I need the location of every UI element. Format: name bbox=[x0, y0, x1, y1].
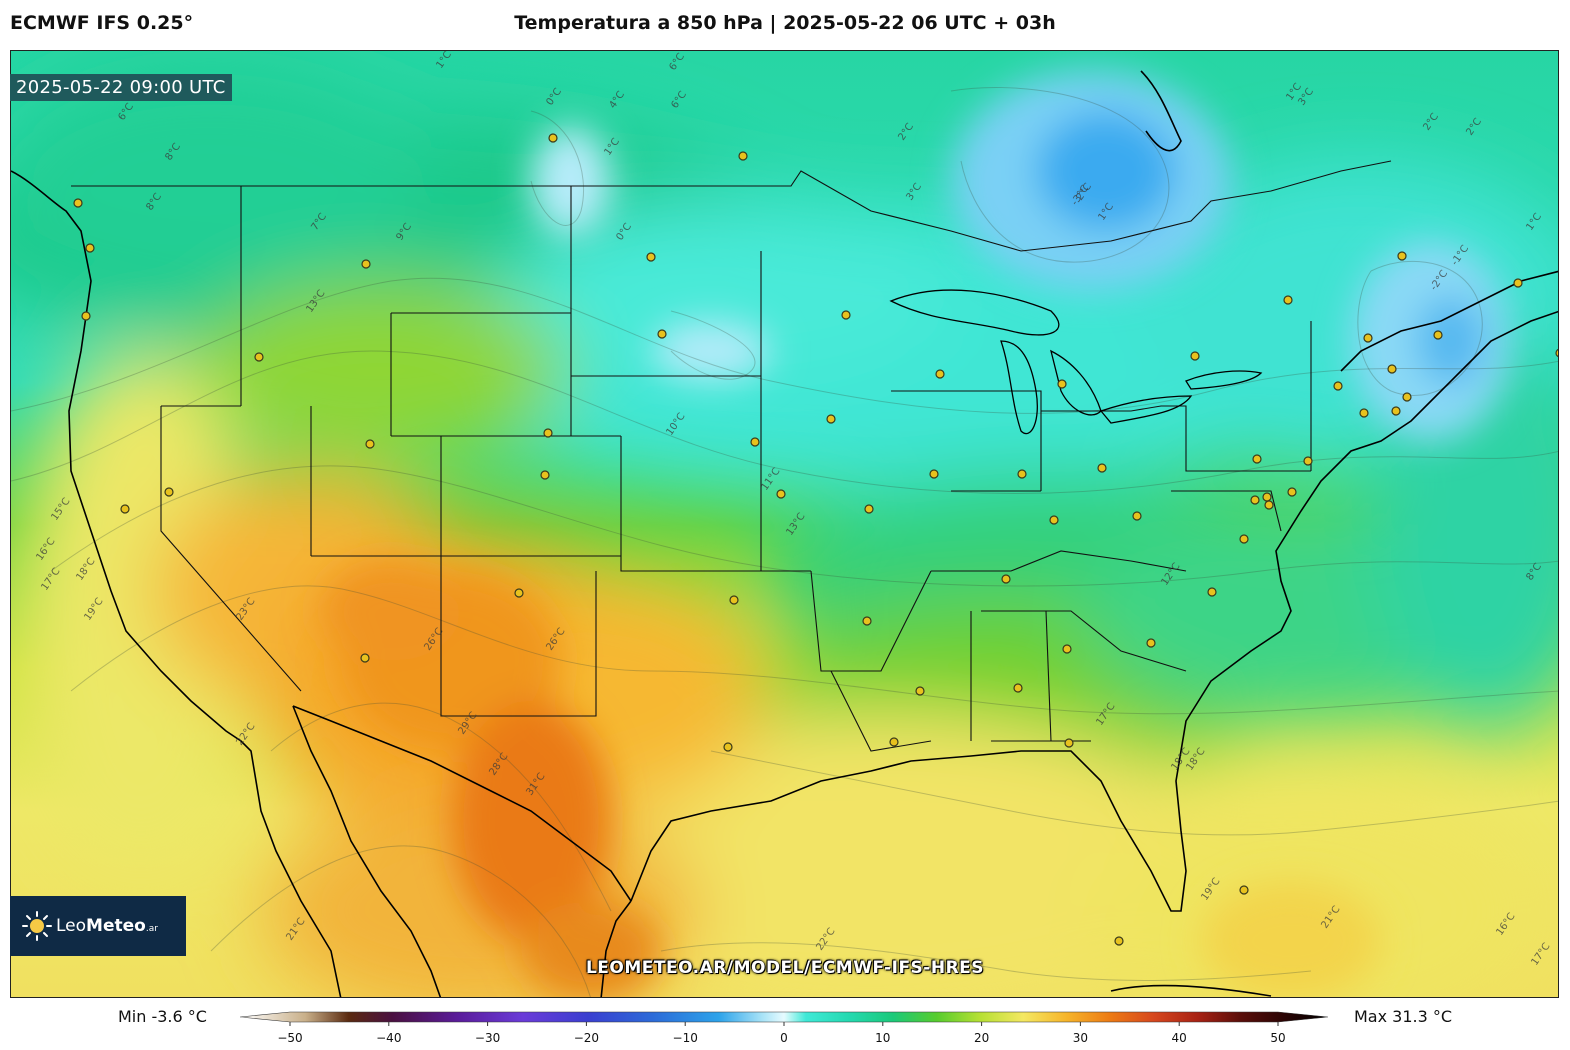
colorbar-tick-label: 20 bbox=[974, 1031, 989, 1045]
logo-wordmark: LeoMeteo.ar bbox=[56, 916, 158, 936]
leometeo-logo[interactable]: LeoMeteo.ar bbox=[10, 896, 186, 956]
city-marker[interactable] bbox=[738, 151, 748, 161]
borders bbox=[71, 160, 1392, 752]
colorbar-tick-label: 30 bbox=[1073, 1031, 1088, 1045]
city-marker[interactable] bbox=[1555, 348, 1559, 358]
colorbar-tick-label: 10 bbox=[875, 1031, 890, 1045]
city-marker[interactable] bbox=[1062, 644, 1072, 654]
city-marker[interactable] bbox=[365, 439, 375, 449]
city-marker[interactable] bbox=[120, 504, 130, 514]
city-marker[interactable] bbox=[729, 595, 739, 605]
temperature-map[interactable]: 1°C 0°C 6°C 4°C 6°C 1°C 2°C 0°C 3°C 2°C 1°C 1°C 2°C -… bbox=[10, 50, 1559, 998]
colorbar-tick-label: 0 bbox=[780, 1031, 788, 1045]
city-marker[interactable] bbox=[750, 437, 760, 447]
colorbar-bar bbox=[239, 1011, 1329, 1023]
city-marker[interactable] bbox=[1114, 936, 1124, 946]
colorbar-tick-label: −40 bbox=[376, 1031, 401, 1045]
valid-time-badge: 2025-05-22 09:00 UTC bbox=[10, 74, 232, 101]
colorbar-tick-label: −30 bbox=[475, 1031, 500, 1045]
city-marker[interactable] bbox=[864, 504, 874, 514]
colorbar-tick-label: −50 bbox=[277, 1031, 302, 1045]
colorbar-tick-label: −20 bbox=[574, 1031, 599, 1045]
city-marker[interactable] bbox=[360, 653, 370, 663]
city-marker[interactable] bbox=[361, 259, 371, 269]
city-marker[interactable] bbox=[1391, 406, 1401, 416]
city-marker[interactable] bbox=[81, 311, 91, 321]
city-marker[interactable] bbox=[1513, 278, 1523, 288]
city-marker[interactable] bbox=[1433, 330, 1443, 340]
city-marker[interactable] bbox=[1013, 683, 1023, 693]
isotherm-labels: 1°C0°C6°C4°C 6°C1°C2°C0°C3°C 2°C1°C1°C2°C-… bbox=[34, 51, 1552, 968]
city-marker[interactable] bbox=[1333, 381, 1343, 391]
city-marker[interactable] bbox=[548, 133, 558, 143]
source-watermark[interactable]: LEOMETEO.AR/MODEL/ECMWF-IFS-HRES bbox=[585, 958, 985, 978]
city-marker[interactable] bbox=[1049, 515, 1059, 525]
city-marker[interactable] bbox=[862, 616, 872, 626]
city-marker[interactable] bbox=[1017, 469, 1027, 479]
city-marker[interactable] bbox=[646, 252, 656, 262]
sun-icon bbox=[22, 911, 52, 941]
city-marker[interactable] bbox=[85, 243, 95, 253]
city-marker[interactable] bbox=[164, 487, 174, 497]
colorbar-tick-label: 50 bbox=[1270, 1031, 1285, 1045]
city-marker[interactable] bbox=[1146, 638, 1156, 648]
city-marker[interactable] bbox=[1057, 379, 1067, 389]
field-cores bbox=[321, 71, 1511, 997]
colorbar-tick-label: 40 bbox=[1172, 1031, 1187, 1045]
colorbar-max-label: Max 31.3 °C bbox=[1354, 1007, 1453, 1026]
city-marker[interactable] bbox=[1262, 492, 1272, 502]
city-marker[interactable] bbox=[1359, 408, 1369, 418]
city-marker[interactable] bbox=[1207, 587, 1217, 597]
city-marker[interactable] bbox=[1239, 534, 1249, 544]
colorbar-min-label: Min -3.6 °C bbox=[118, 1007, 207, 1026]
city-marker[interactable] bbox=[1001, 574, 1011, 584]
city-marker[interactable] bbox=[1132, 511, 1142, 521]
colorbar-tick-label: −10 bbox=[673, 1031, 698, 1045]
city-marker[interactable] bbox=[915, 686, 925, 696]
city-marker[interactable] bbox=[935, 369, 945, 379]
city-marker[interactable] bbox=[657, 329, 667, 339]
city-marker[interactable] bbox=[776, 489, 786, 499]
city-marker[interactable] bbox=[514, 588, 524, 598]
city-marker[interactable] bbox=[1252, 454, 1262, 464]
city-marker[interactable] bbox=[1097, 463, 1107, 473]
city-marker[interactable] bbox=[826, 414, 836, 424]
city-marker[interactable] bbox=[1064, 738, 1074, 748]
city-marker[interactable] bbox=[1363, 333, 1373, 343]
city-marker[interactable] bbox=[73, 198, 83, 208]
city-marker[interactable] bbox=[889, 737, 899, 747]
city-marker[interactable] bbox=[1303, 456, 1313, 466]
city-marker[interactable] bbox=[841, 310, 851, 320]
city-marker[interactable] bbox=[254, 352, 264, 362]
city-marker[interactable] bbox=[1397, 251, 1407, 261]
city-marker[interactable] bbox=[540, 470, 550, 480]
temperature-colorbar: −50 −40 −30 −20 −10 0 10 20 30 40 50 bbox=[239, 1008, 1330, 1050]
model-label: ECMWF IFS 0.25° bbox=[10, 12, 194, 34]
city-marker[interactable] bbox=[723, 742, 733, 752]
city-marker[interactable] bbox=[929, 469, 939, 479]
city-marker[interactable] bbox=[1190, 351, 1200, 361]
map-title: Temperatura a 850 hPa | 2025-05-22 06 UT… bbox=[514, 12, 1056, 34]
city-marker[interactable] bbox=[1287, 487, 1297, 497]
city-marker[interactable] bbox=[1250, 495, 1260, 505]
city-marker[interactable] bbox=[1239, 885, 1249, 895]
city-marker[interactable] bbox=[543, 428, 553, 438]
city-marker[interactable] bbox=[1283, 295, 1293, 305]
city-marker[interactable] bbox=[1264, 500, 1274, 510]
great-lakes bbox=[889, 289, 1263, 435]
city-marker[interactable] bbox=[1387, 364, 1397, 374]
city-markers bbox=[73, 133, 1559, 946]
city-marker[interactable] bbox=[1402, 392, 1412, 402]
